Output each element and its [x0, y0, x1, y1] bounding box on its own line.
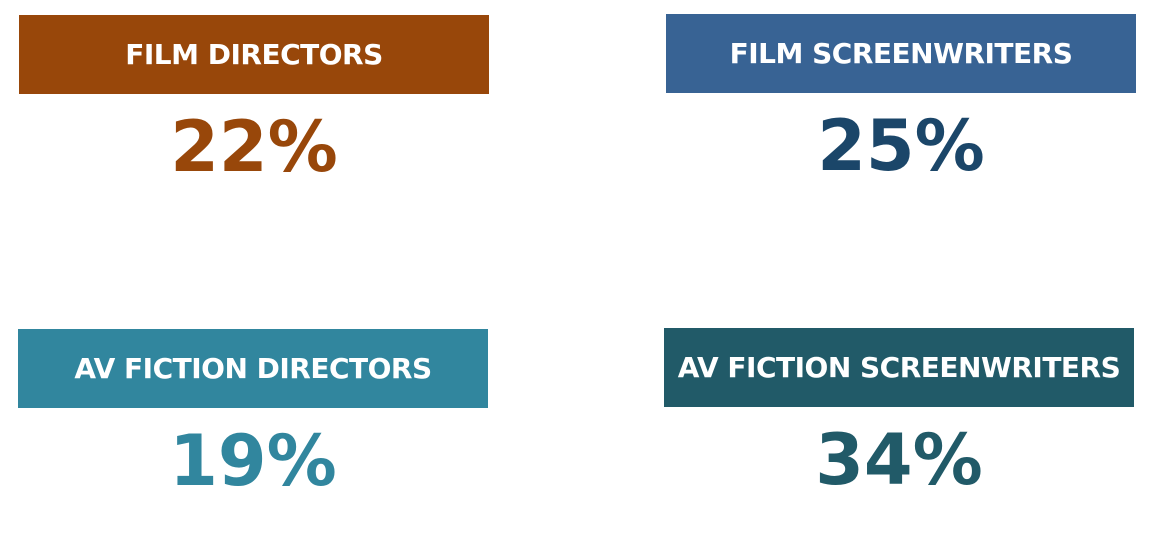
- stat-value: 25%: [817, 105, 985, 187]
- card-header: FILM DIRECTORS: [19, 15, 489, 94]
- stat-card: FILM SCREENWRITERS 25%: [666, 14, 1136, 181]
- stat-value: 34%: [815, 419, 983, 501]
- stat-card: AV FICTION SCREENWRITERS 34%: [664, 328, 1134, 495]
- stat-card: AV FICTION DIRECTORS 19%: [18, 329, 488, 496]
- stat-value: 22%: [170, 106, 338, 188]
- card-header: AV FICTION DIRECTORS: [18, 329, 488, 408]
- stat-card: FILM DIRECTORS 22%: [19, 15, 489, 182]
- card-header: FILM SCREENWRITERS: [666, 14, 1136, 93]
- card-header: AV FICTION SCREENWRITERS: [664, 328, 1134, 407]
- stat-value: 19%: [169, 420, 337, 502]
